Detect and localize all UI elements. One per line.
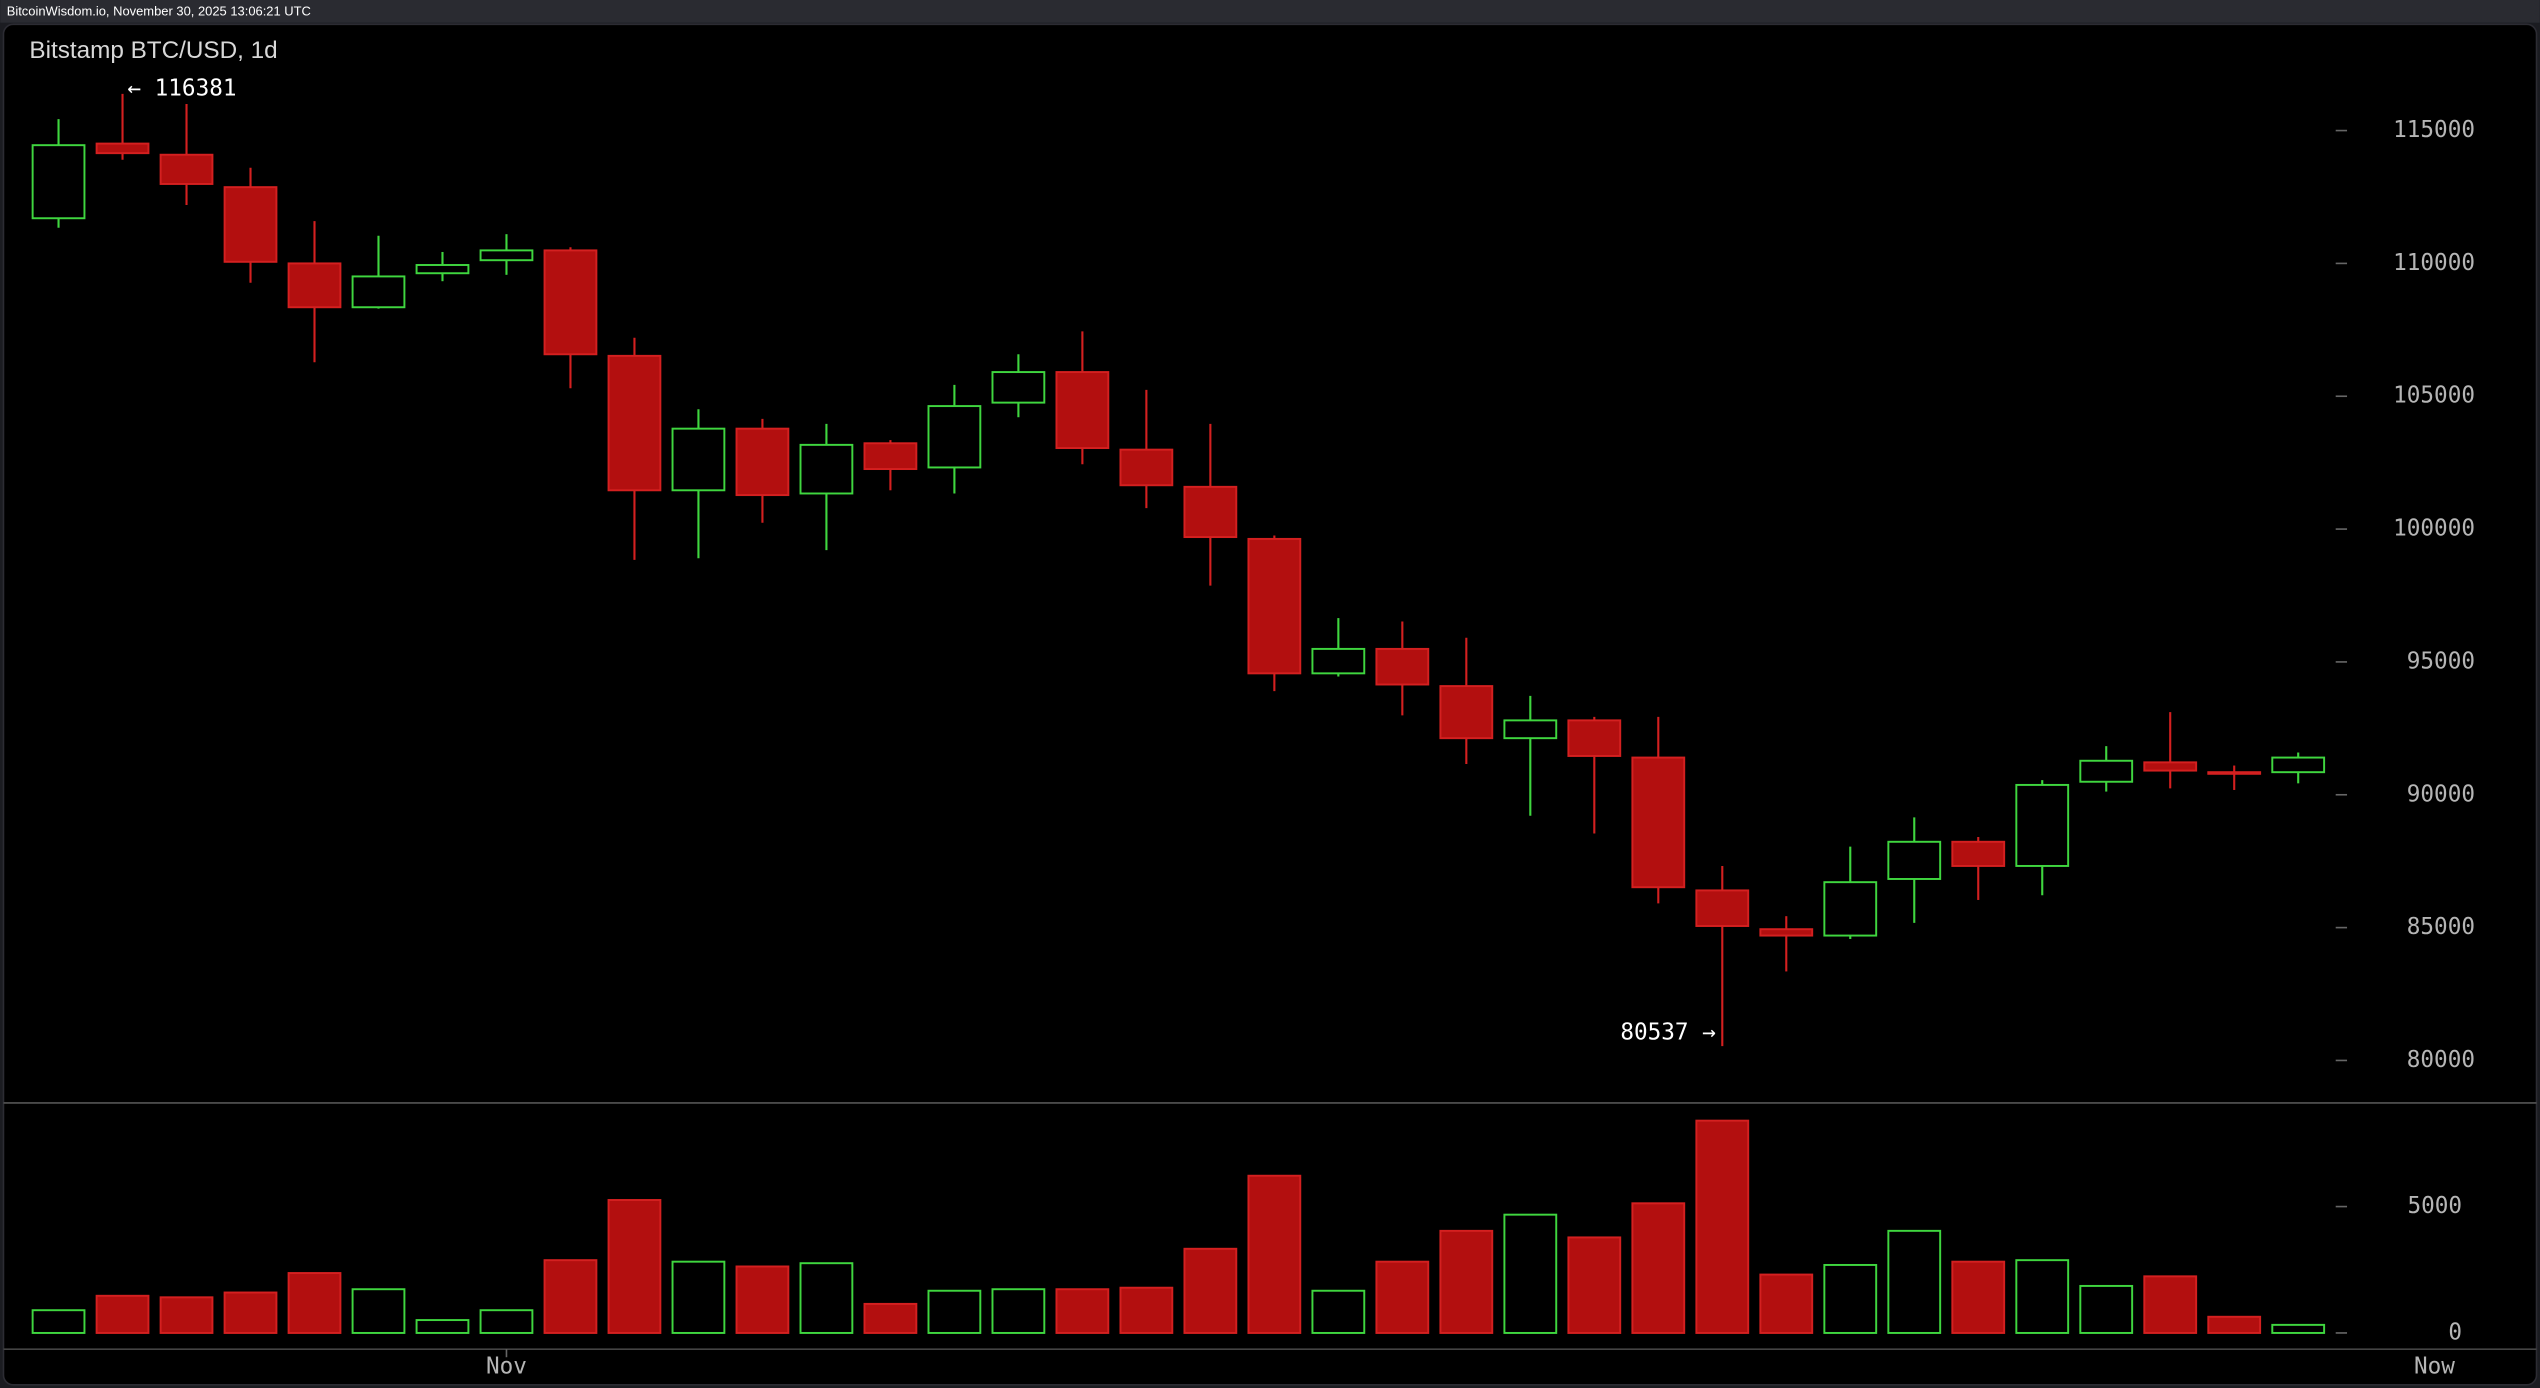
y-tick-label: 95000 (2407, 648, 2475, 674)
volume-bar (1695, 1119, 1750, 1334)
volume-bar (1887, 1229, 1942, 1334)
candle-body (1887, 840, 1942, 880)
candle-body (2143, 761, 2198, 772)
top-bar (0, 0, 2540, 23)
candle-body (1119, 448, 1174, 487)
volume-bar (927, 1289, 982, 1334)
y-tick-label: 90000 (2407, 781, 2475, 807)
volume-bar (223, 1291, 278, 1334)
candle-body (2079, 759, 2134, 783)
candle-body (863, 442, 918, 471)
candle-body (351, 275, 406, 309)
candle-body (927, 405, 982, 469)
volume-bar (1183, 1247, 1238, 1334)
volume-bar (479, 1309, 534, 1334)
candle-body (95, 142, 150, 155)
volume-bar (1119, 1286, 1174, 1334)
chart-title: Bitstamp BTC/USD, 1d (29, 37, 277, 64)
candle-body (671, 427, 726, 492)
volume-bar (2143, 1275, 2198, 1334)
volume-bar (1439, 1229, 1494, 1334)
candle-body (1311, 647, 1366, 675)
candle-body (287, 262, 342, 309)
y-tick-label: 80000 (2407, 1047, 2475, 1073)
candle-body (735, 427, 790, 497)
volume-bar (607, 1199, 662, 1334)
annotation: ← 116381 (127, 76, 236, 102)
volume-bar (1055, 1288, 1110, 1334)
y-tick-label: 115000 (2393, 117, 2475, 143)
candle-body (1631, 756, 1686, 889)
candle-body (1375, 647, 1430, 686)
candle-body (1695, 889, 1750, 927)
candle-body (607, 354, 662, 492)
volume-bar (95, 1294, 150, 1334)
y-tick-label: 105000 (2393, 383, 2475, 409)
volume-bar (1503, 1213, 1558, 1334)
volume-bar (1247, 1174, 1302, 1334)
candle-body (479, 249, 534, 262)
volume-bar (1823, 1263, 1878, 1334)
volume-bar (1311, 1289, 1366, 1334)
candle-body (1823, 881, 1878, 937)
volume-bar (351, 1288, 406, 1334)
candle-body (799, 443, 854, 495)
y-tick-label: 100000 (2393, 516, 2475, 542)
candle-body (159, 153, 214, 185)
y2-tick-label: 5000 (2407, 1193, 2462, 1219)
y2-tick-label: 0 (2448, 1319, 2462, 1345)
volume-bar (671, 1260, 726, 1334)
volume-bar (1631, 1202, 1686, 1334)
candle-body (2207, 771, 2262, 775)
candle-body (1247, 537, 1302, 675)
candle-body (543, 249, 598, 356)
volume-bar (991, 1288, 1046, 1334)
candle-body (1759, 928, 1814, 937)
volume-bar (2015, 1259, 2070, 1334)
x-end-label: Now (2414, 1353, 2455, 1379)
volume-bar (2079, 1284, 2134, 1334)
volume-bar (1567, 1236, 1622, 1334)
volume-bar (735, 1265, 790, 1334)
volume-bar (287, 1272, 342, 1334)
volume-bar (1375, 1260, 1430, 1334)
candle-body (1439, 685, 1494, 740)
volume-bar (31, 1309, 86, 1334)
volume-bar (159, 1296, 214, 1334)
candle-body (1951, 840, 2006, 867)
candle-body (1183, 485, 1238, 539)
volume-bar (863, 1302, 918, 1334)
volume-bar (1951, 1260, 2006, 1334)
candle-body (1567, 719, 1622, 757)
candle-body (31, 144, 86, 220)
y-tick-label: 110000 (2393, 250, 2475, 276)
volume-bar (415, 1319, 470, 1334)
y-tick-label: 85000 (2407, 914, 2475, 940)
volume-bar (543, 1259, 598, 1334)
candle-body (2271, 756, 2326, 774)
candle-body (2015, 783, 2070, 867)
annotation: 80537 → (1620, 1020, 1715, 1046)
candle-body (223, 186, 278, 263)
candle-body (991, 371, 1046, 404)
volume-bar (2271, 1323, 2326, 1334)
source: BitcoinWisdom.io, November 30, 2025 13:0… (7, 4, 311, 19)
volume-bar (799, 1262, 854, 1334)
volume-bar (1759, 1273, 1814, 1334)
candle-body (1055, 371, 1110, 450)
candle-body (415, 264, 470, 275)
candle-body (1503, 719, 1558, 740)
volume-bar (2207, 1315, 2262, 1334)
x-tick-label: Nov (486, 1353, 527, 1379)
